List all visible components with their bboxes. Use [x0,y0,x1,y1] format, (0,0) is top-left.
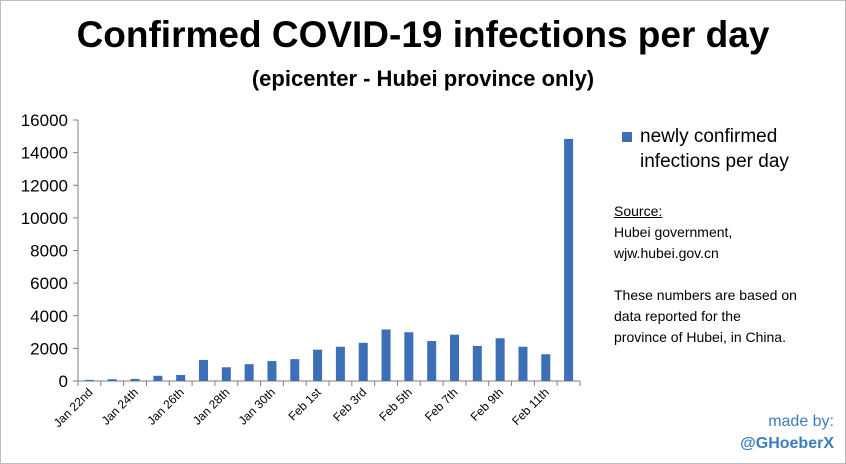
bar [472,345,482,381]
note-line: These numbers are based on [614,287,797,303]
bar [358,342,368,381]
bar [199,359,208,381]
legend-swatch [622,132,632,142]
chart-title: Confirmed COVID-19 infections per day [76,14,770,55]
x-tick-label: Jan 24th [99,385,141,427]
x-tick-label: Jan 30th [236,385,278,427]
bar [107,379,117,381]
source-line: Hubei government, [614,224,733,240]
credit-handle: @GHoeberX [740,435,834,452]
y-tick-label: 16000 [21,111,68,130]
note-line: province of Hubei, in China. [614,329,786,345]
bar [541,354,551,381]
y-tick-label: 6000 [30,274,68,293]
x-tick-label: Feb 1st [286,385,325,424]
y-tick-label: 0 [59,372,68,391]
bar [267,361,277,381]
y-tick-label: 8000 [30,242,68,261]
bar [244,364,254,381]
x-tick-label: Jan 26th [144,385,186,427]
y-tick-label: 14000 [21,144,68,163]
x-tick-label: Jan 22nd [51,385,96,430]
x-tick-label: Jan 28th [190,385,232,427]
y-tick-label: 12000 [21,176,68,195]
bar [450,334,459,381]
y-tick-label: 10000 [21,209,68,228]
x-tick-label: Feb 5th [376,385,415,424]
y-tick-label: 2000 [30,339,68,358]
bar [176,374,186,381]
credit-label: made by: [768,413,834,430]
bar [564,138,574,381]
chart-subtitle: (epicenter - Hubei province only) [251,66,595,91]
x-tick-label: Feb 11th [509,385,552,428]
source-line: wjw.hubei.gov.cn [614,245,719,261]
bar [84,379,94,381]
source-note: Source: Hubei government, wjw.hubei.gov.… [614,201,839,348]
x-tick-label: Feb 3rd [330,385,369,424]
x-tick-label: Feb 9th [468,385,507,424]
bar [427,341,437,381]
bar [130,378,140,381]
bar [290,359,300,381]
x-tick-label: Feb 7th [422,385,461,424]
bar [153,375,163,381]
bar [495,338,505,381]
bar [518,346,528,381]
bar [335,346,345,381]
bar [221,367,231,381]
y-tick-label: 4000 [30,307,68,326]
legend-label: newly confirmed infections per day [640,126,789,172]
bar [404,332,414,381]
note-line: data reported for the [614,308,741,324]
credit: made by: @GHoeberX [740,411,834,455]
bar [313,349,323,381]
legend: newly confirmed infections per day [622,124,842,174]
source-heading: Source: [614,203,663,219]
bar [381,329,391,381]
